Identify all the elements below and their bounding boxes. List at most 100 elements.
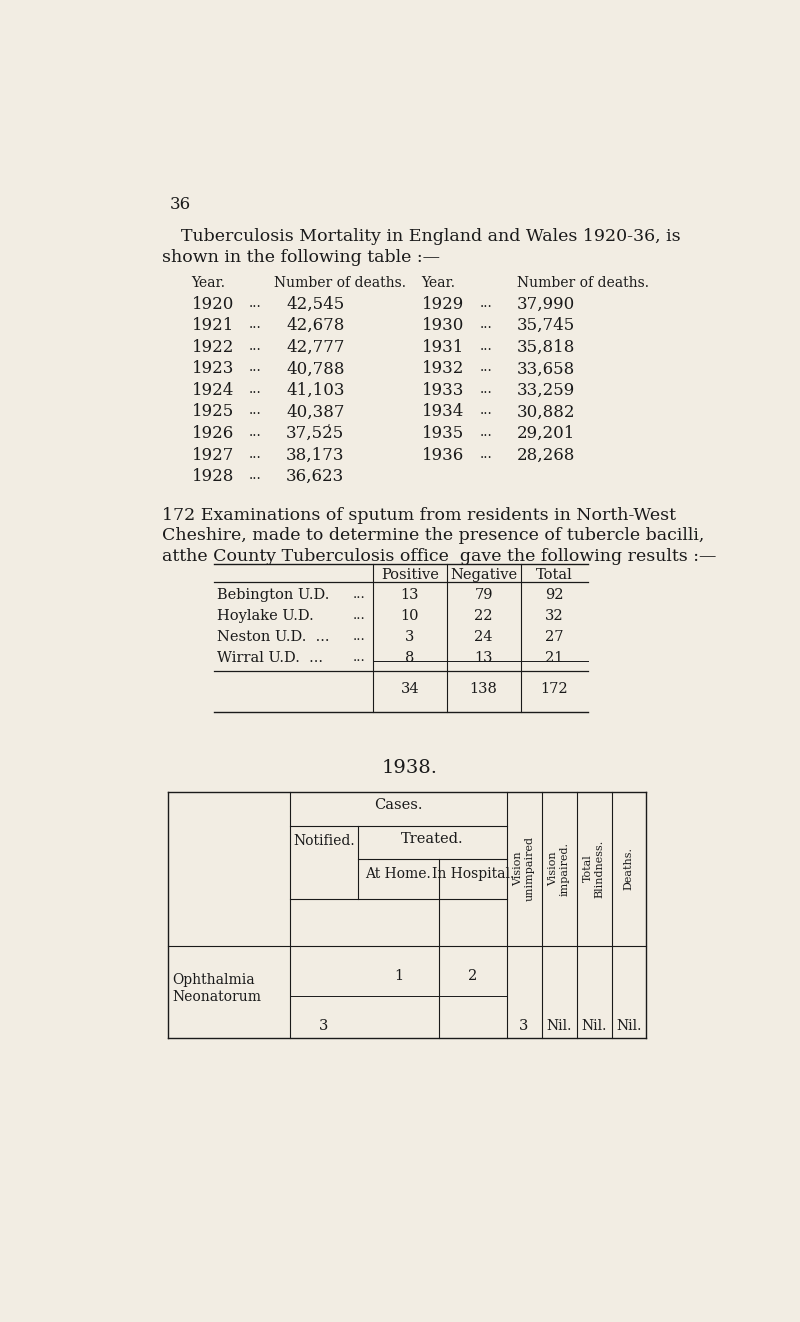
Text: ...: ...: [249, 361, 262, 374]
Text: 172: 172: [540, 682, 568, 697]
Text: 40,387: 40,387: [286, 403, 345, 420]
Text: Bebington U.D.: Bebington U.D.: [217, 588, 330, 603]
Text: Positive: Positive: [381, 568, 439, 582]
Text: ...: ...: [353, 650, 366, 664]
Text: Cheshire, made to determine the presence of tubercle bacilli,: Cheshire, made to determine the presence…: [162, 527, 704, 545]
Text: ...: ...: [480, 296, 493, 309]
Text: ...: ...: [480, 361, 493, 374]
Text: ...: ...: [480, 382, 493, 397]
Text: Nil.: Nil.: [546, 1019, 571, 1032]
Text: 1933: 1933: [422, 382, 464, 399]
Text: Neonatorum: Neonatorum: [172, 990, 261, 1005]
Text: Neston U.D.  ...: Neston U.D. ...: [217, 629, 330, 644]
Text: 33,658: 33,658: [517, 361, 575, 377]
Text: 36,623: 36,623: [286, 468, 344, 485]
Text: ...: ...: [480, 338, 493, 353]
Text: 21: 21: [545, 650, 563, 665]
Text: ...: ...: [249, 382, 262, 397]
Text: Number of deaths.: Number of deaths.: [274, 276, 406, 291]
Text: at​the County Tuberculosis office  gave the following results :—: at​the County Tuberculosis office gave t…: [162, 549, 716, 566]
Text: 41,103: 41,103: [286, 382, 345, 399]
Text: 1927: 1927: [191, 447, 234, 464]
Text: ...: ...: [249, 403, 262, 418]
Text: ...: ...: [249, 426, 262, 439]
Text: 35,818: 35,818: [517, 338, 575, 356]
Text: ...: ...: [249, 296, 262, 309]
Text: 1925: 1925: [191, 403, 234, 420]
Text: Year.: Year.: [191, 276, 226, 291]
Text: 3: 3: [319, 1019, 329, 1032]
Text: 1924: 1924: [191, 382, 234, 399]
Text: 138: 138: [470, 682, 498, 697]
Text: Number of deaths.: Number of deaths.: [517, 276, 649, 291]
Text: 42,545: 42,545: [286, 296, 344, 313]
Text: 13: 13: [474, 650, 493, 665]
Text: 1920: 1920: [191, 296, 234, 313]
Text: ...: ...: [353, 609, 366, 623]
Text: 172 Examinations of sputum from residents in North-West: 172 Examinations of sputum from resident…: [162, 506, 676, 524]
Text: ...: ...: [480, 426, 493, 439]
Text: 42,777: 42,777: [286, 338, 345, 356]
Text: 8: 8: [406, 650, 414, 665]
Text: ...: ...: [480, 317, 493, 332]
Text: 1929: 1929: [422, 296, 464, 313]
Text: 1928: 1928: [191, 468, 234, 485]
Text: 79: 79: [474, 588, 493, 603]
Text: 10: 10: [401, 609, 419, 623]
Text: 1922: 1922: [191, 338, 234, 356]
Text: ’: ’: [326, 423, 330, 434]
Text: ...: ...: [480, 403, 493, 418]
Text: 3: 3: [519, 1019, 529, 1032]
Text: 1923: 1923: [191, 361, 234, 377]
Text: 3: 3: [406, 629, 414, 644]
Text: shown in the following table :—: shown in the following table :—: [162, 250, 440, 267]
Text: ...: ...: [249, 338, 262, 353]
Text: 1926: 1926: [191, 426, 234, 442]
Text: Total
Blindness.: Total Blindness.: [583, 839, 605, 898]
Text: Ophthalmia: Ophthalmia: [172, 973, 254, 986]
Text: 24: 24: [474, 629, 493, 644]
Text: 92: 92: [545, 588, 563, 603]
Text: Vision
unimpaired: Vision unimpaired: [513, 836, 534, 902]
Text: Tuberculosis Mortality in England and Wales 1920-36, is: Tuberculosis Mortality in England and Wa…: [182, 227, 681, 245]
Text: Notified.: Notified.: [293, 834, 354, 847]
Text: ...: ...: [249, 317, 262, 332]
Text: ...: ...: [480, 447, 493, 460]
Text: 33,259: 33,259: [517, 382, 575, 399]
Text: 2: 2: [468, 969, 478, 982]
Text: 1930: 1930: [422, 317, 464, 334]
Text: At Home.: At Home.: [366, 867, 431, 880]
Text: Hoylake U.D.: Hoylake U.D.: [217, 609, 314, 623]
Text: ...: ...: [353, 629, 366, 642]
Text: 1934: 1934: [422, 403, 464, 420]
Text: 42,678: 42,678: [286, 317, 344, 334]
Text: 13: 13: [401, 588, 419, 603]
Text: Total: Total: [536, 568, 573, 582]
Text: Nil.: Nil.: [616, 1019, 642, 1032]
Text: 1938.: 1938.: [382, 759, 438, 777]
Text: 22: 22: [474, 609, 493, 623]
Text: Vision
impaired.: Vision impaired.: [548, 842, 570, 895]
Text: 37,990: 37,990: [517, 296, 575, 313]
Text: 30,882: 30,882: [517, 403, 575, 420]
Text: 27: 27: [545, 629, 563, 644]
Text: ...: ...: [353, 588, 366, 602]
Text: 34: 34: [401, 682, 419, 697]
Text: 1921: 1921: [191, 317, 234, 334]
Text: 1931: 1931: [422, 338, 464, 356]
Text: 1932: 1932: [422, 361, 464, 377]
Text: Cases.: Cases.: [374, 797, 422, 812]
Text: In Hospital.: In Hospital.: [432, 867, 514, 880]
Text: 28,268: 28,268: [517, 447, 575, 464]
Text: 40,788: 40,788: [286, 361, 345, 377]
Text: Year.: Year.: [422, 276, 456, 291]
Text: Deaths.: Deaths.: [623, 847, 634, 890]
Text: Negative: Negative: [450, 568, 517, 582]
Text: 35,745: 35,745: [517, 317, 575, 334]
Text: 38,173: 38,173: [286, 447, 345, 464]
Text: ...: ...: [249, 447, 262, 460]
Text: 32: 32: [545, 609, 563, 623]
Text: Treated.: Treated.: [401, 833, 464, 846]
Text: 1935: 1935: [422, 426, 464, 442]
Text: 1: 1: [394, 969, 403, 982]
